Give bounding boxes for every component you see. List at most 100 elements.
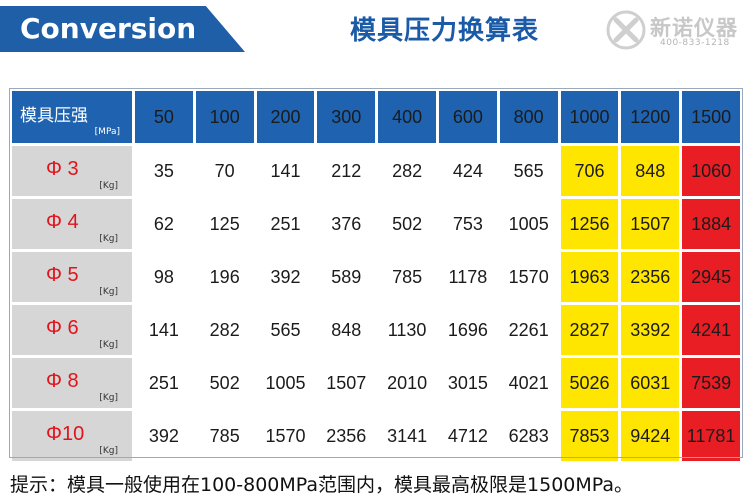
column-header: 800 [499,91,558,143]
row-unit: [Kg] [99,181,118,191]
table-cell: 125 [195,199,254,249]
row-header-cell: Φ 5 [Kg] [12,252,132,302]
header-row: 模具压强 [MPa] 50 100 200 300 400 600 800 10… [12,91,740,143]
table-cell: 141 [256,146,315,196]
table-cell: 1256 [560,199,619,249]
row-label: Φ 5 [46,264,79,286]
table-row: Φ 8 [Kg] 251 502 1005 1507 2010 3015 4021 5026 603… [12,358,740,408]
table-cell: 11781 [682,411,740,461]
logo-mark-icon [606,10,646,50]
table-cell: 3015 [438,358,497,408]
page-title: 模具压力换算表 [350,16,540,46]
table-cell: 1507 [317,358,376,408]
table-cell: 848 [317,305,376,355]
table-cell: 7539 [682,358,740,408]
row-header-cell: Φ 3 [Kg] [12,146,132,196]
column-header: 1500 [682,91,740,143]
row-unit: [Kg] [99,234,118,244]
row-header-cell: Φ10 [Kg] [12,411,132,461]
corner-title: 模具压强 [20,106,88,126]
table-cell: 392 [256,252,315,302]
table-cell: 2356 [621,252,680,302]
table-cell: 98 [135,252,193,302]
column-header: 50 [135,91,193,143]
table-cell: 848 [621,146,680,196]
table-cell: 376 [317,199,376,249]
table-cell: 1570 [256,411,315,461]
table-cell: 9424 [621,411,680,461]
brand-label: Conversion [20,12,197,45]
table-cell: 2356 [317,411,376,461]
row-label: Φ 3 [46,158,79,180]
row-unit: [Kg] [99,287,118,297]
table-cell: 589 [317,252,376,302]
table-cell: 706 [560,146,619,196]
column-header: 200 [256,91,315,143]
column-header: 300 [317,91,376,143]
table-cell: 1130 [378,305,436,355]
table-cell: 1178 [438,252,497,302]
table-cell: 1570 [499,252,558,302]
table-cell: 785 [195,411,254,461]
row-unit: [Kg] [99,446,118,456]
table-cell: 2945 [682,252,740,302]
table-cell: 251 [256,199,315,249]
table-cell: 35 [135,146,193,196]
company-logo: 新诺仪器 400-833-1218 [606,6,748,54]
table-cell: 424 [438,146,497,196]
pressure-table: 模具压强 [MPa] 50 100 200 300 400 600 800 10… [9,88,743,464]
row-label: Φ 4 [46,211,79,233]
row-header-cell: Φ 8 [Kg] [12,358,132,408]
table-row: Φ 5 [Kg] 98 196 392 589 785 1178 1570 1963 2356 294… [12,252,740,302]
table-cell: 6031 [621,358,680,408]
logo-name: 新诺仪器 [650,16,738,40]
table-cell: 196 [195,252,254,302]
table-cell: 1884 [682,199,740,249]
table-cell: 1005 [499,199,558,249]
table-cell: 62 [135,199,193,249]
brand-band [0,6,245,52]
logo-phone: 400-833-1218 [660,38,730,48]
table-cell: 1060 [682,146,740,196]
table-cell: 753 [438,199,497,249]
footnote: 提示：模具一般使用在100-800MPa范围内，模具最高极限是1500MPa。 [10,474,634,496]
row-header-cell: Φ 4 [Kg] [12,199,132,249]
column-header: 100 [195,91,254,143]
table-cell: 502 [195,358,254,408]
table-cell: 70 [195,146,254,196]
table-cell: 1005 [256,358,315,408]
column-header: 1000 [560,91,619,143]
table-cell: 212 [317,146,376,196]
table-cell: 3392 [621,305,680,355]
table-cell: 1507 [621,199,680,249]
table-row: Φ 3 [Kg] 35 70 141 212 282 424 565 706 848 1060 [12,146,740,196]
table-cell: 565 [499,146,558,196]
corner-cell: 模具压强 [MPa] [12,91,132,143]
page-header: Conversion 模具压力换算表 新诺仪器 400-833-1218 [0,0,750,62]
table-cell: 4241 [682,305,740,355]
row-label: Φ10 [46,423,85,445]
row-header-cell: Φ 6 [Kg] [12,305,132,355]
table-cell: 2010 [378,358,436,408]
table-row: Φ10 [Kg] 392 785 1570 2356 3141 4712 6283 7853 942… [12,411,740,461]
table-cell: 785 [378,252,436,302]
table-cell: 2261 [499,305,558,355]
table-cell: 3141 [378,411,436,461]
table-cell: 502 [378,199,436,249]
table-cell: 565 [256,305,315,355]
corner-unit: [MPa] [94,127,120,137]
table-cell: 282 [195,305,254,355]
table-cell: 282 [378,146,436,196]
row-label: Φ 6 [46,317,79,339]
row-label: Φ 8 [46,370,79,392]
table-cell: 5026 [560,358,619,408]
table-cell: 6283 [499,411,558,461]
table-cell: 4021 [499,358,558,408]
table-cell: 392 [135,411,193,461]
column-header: 400 [378,91,436,143]
table-cell: 1696 [438,305,497,355]
table-row: Φ 6 [Kg] 141 282 565 848 1130 1696 2261 2827 3392 4… [12,305,740,355]
table-cell: 2827 [560,305,619,355]
table-cell: 251 [135,358,193,408]
table-cell: 141 [135,305,193,355]
